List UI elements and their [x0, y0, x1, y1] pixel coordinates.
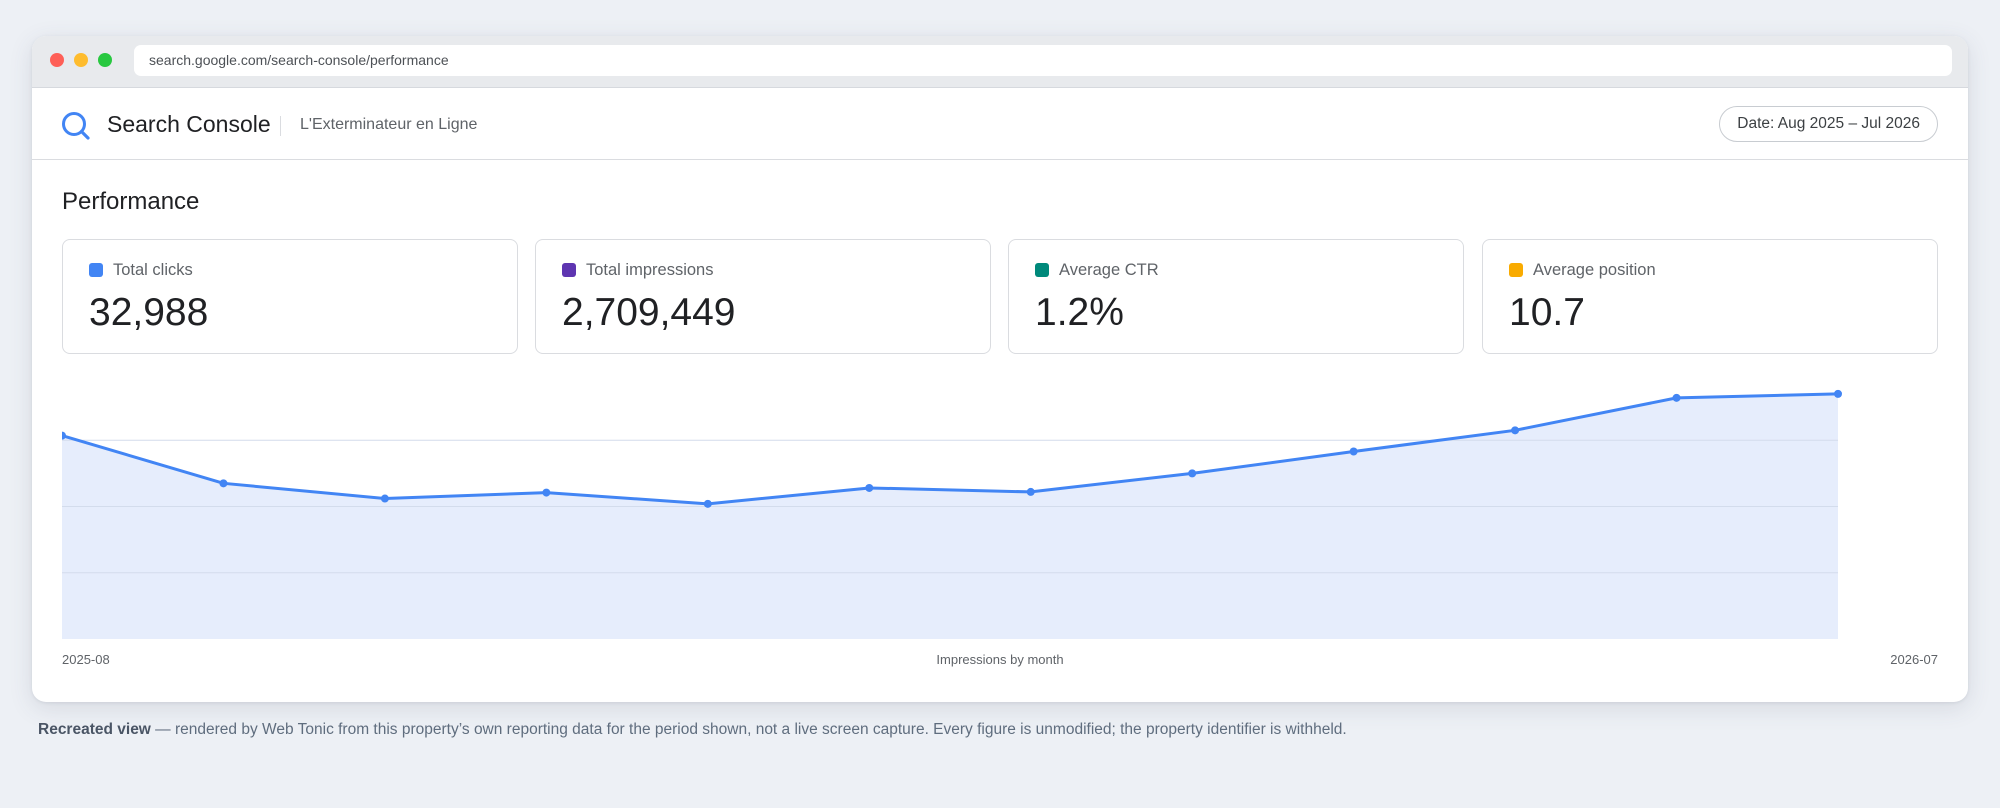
- browser-window: search.google.com/search-console/perform…: [32, 36, 1968, 702]
- metric-value: 32,988: [89, 291, 209, 334]
- search-console-logo-icon: [62, 112, 90, 140]
- footnote-strong: Recreated view: [38, 721, 151, 738]
- impressions-line: [62, 392, 1839, 506]
- data-point-2026-05[interactable]: [1511, 426, 1520, 435]
- metric-swatch: [89, 263, 103, 277]
- app-brand[interactable]: Search Console: [107, 111, 271, 137]
- data-point-2026-01[interactable]: [865, 483, 874, 492]
- metric-card-average-ctr[interactable]: Average CTR 1.2%: [1008, 239, 1464, 354]
- page-title: Performance: [62, 188, 200, 215]
- metric-label: Total clicks: [113, 261, 193, 279]
- chart-caption: Impressions by month: [936, 652, 1064, 667]
- data-point-2026-06[interactable]: [1672, 393, 1681, 402]
- address-bar[interactable]: search.google.com/search-console/perform…: [134, 45, 1952, 76]
- metric-value: 1.2%: [1035, 291, 1124, 334]
- metric-label: Average position: [1533, 261, 1656, 279]
- data-point-2025-11[interactable]: [542, 488, 551, 497]
- property-selector[interactable]: L'Exterminateur en Ligne: [300, 116, 478, 133]
- data-point-2025-10[interactable]: [380, 494, 389, 503]
- metric-cards: Total clicks 32,988 Total impressions 2,…: [62, 239, 1938, 354]
- data-point-2026-07[interactable]: [1834, 389, 1842, 398]
- minimize-window-button[interactable]: [74, 53, 88, 67]
- app-header: Search Console L'Exterminateur en Ligne …: [32, 88, 1968, 160]
- footnote: Recreated view — rendered by Web Tonic f…: [38, 720, 1347, 740]
- data-point-2025-09[interactable]: [219, 479, 228, 488]
- metric-label: Total impressions: [586, 261, 714, 279]
- data-point-2025-12[interactable]: [703, 499, 712, 508]
- x-axis-end-label: 2026-07: [1890, 652, 1938, 667]
- x-axis-start-label: 2025-08: [62, 652, 110, 667]
- browser-titlebar: search.google.com/search-console/perform…: [32, 36, 1968, 88]
- metric-card-total-clicks[interactable]: Total clicks 32,988: [62, 239, 518, 354]
- maximize-window-button[interactable]: [98, 53, 112, 67]
- metric-value: 2,709,449: [562, 291, 736, 334]
- data-point-2026-04[interactable]: [1349, 447, 1358, 456]
- header-divider: [280, 116, 281, 136]
- metric-card-average-position[interactable]: Average position 10.7: [1482, 239, 1938, 354]
- data-point-2025-08[interactable]: [62, 431, 66, 440]
- metric-swatch: [562, 263, 576, 277]
- close-window-button[interactable]: [50, 53, 64, 67]
- data-point-2026-02[interactable]: [1026, 487, 1035, 496]
- date-range-button[interactable]: Date: Aug 2025 – Jul 2026: [1719, 106, 1938, 142]
- metric-value: 10.7: [1509, 291, 1585, 334]
- metric-label: Average CTR: [1059, 261, 1159, 279]
- footnote-text: — rendered by Web Tonic from this proper…: [150, 721, 1347, 738]
- metric-card-total-impressions[interactable]: Total impressions 2,709,449: [535, 239, 991, 354]
- impressions-chart: [62, 374, 1938, 674]
- metric-swatch: [1035, 263, 1049, 277]
- data-point-2026-03[interactable]: [1188, 469, 1197, 478]
- metric-swatch: [1509, 263, 1523, 277]
- impressions-area: [62, 393, 1838, 639]
- impressions-chart-svg: [62, 389, 1842, 639]
